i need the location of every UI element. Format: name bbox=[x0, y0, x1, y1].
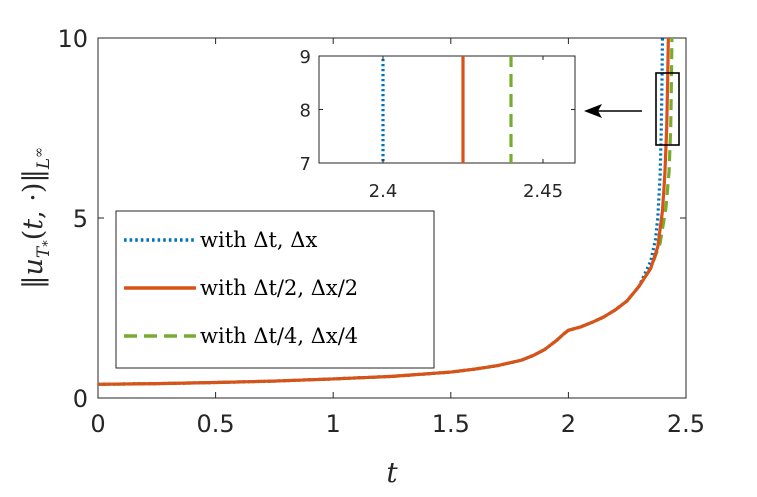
zoom-box bbox=[655, 72, 680, 146]
inset-x-tick-label: 2.45 bbox=[523, 181, 563, 202]
x-tick-label: 0 bbox=[90, 410, 105, 438]
x-tick-label: 1 bbox=[326, 410, 341, 438]
y-tick-label: 10 bbox=[57, 25, 88, 53]
main-ticks: 0 0.5 1 1.5 2 2.5 0 5 10 bbox=[57, 25, 705, 438]
inset-series-group bbox=[381, 56, 513, 163]
inset-y-tick-label: 7 bbox=[300, 154, 311, 175]
series-line-2 bbox=[98, 38, 670, 386]
svg-text:‖uT*(t, ·)‖L∞: ‖uT*(t, ·)‖L∞ bbox=[18, 147, 56, 289]
x-tick-label: 2.5 bbox=[667, 410, 705, 438]
inset-x-tick-label: 2.4 bbox=[369, 181, 398, 202]
y-axis-label: ‖uT*(t, ·)‖L∞ bbox=[18, 147, 56, 289]
x-tick-label: 2 bbox=[561, 410, 576, 438]
legend-label-3: with Δt/4, Δx/4 bbox=[200, 324, 358, 348]
legend-label-1: with Δt, Δx bbox=[200, 228, 317, 252]
inset-y-tick-label: 9 bbox=[300, 47, 311, 68]
legend-label-2: with Δt/2, Δx/2 bbox=[200, 276, 358, 300]
main-series-group bbox=[98, 38, 674, 386]
y-tick-label: 5 bbox=[73, 205, 88, 233]
y-tick-label: 0 bbox=[73, 385, 88, 413]
inset-y-tick-label: 8 bbox=[300, 101, 311, 122]
zoom-arrow bbox=[584, 104, 642, 118]
inset-plot-area bbox=[318, 55, 576, 164]
inset-ticks: 2.4 2.45 7 8 9 bbox=[300, 47, 575, 202]
x-axis-label: t bbox=[386, 456, 398, 489]
legend: with Δt, Δx with Δt/2, Δx/2 with Δt/4, Δx/… bbox=[115, 210, 435, 369]
x-tick-label: 1.5 bbox=[432, 410, 470, 438]
x-tick-label: 0.5 bbox=[197, 410, 235, 438]
